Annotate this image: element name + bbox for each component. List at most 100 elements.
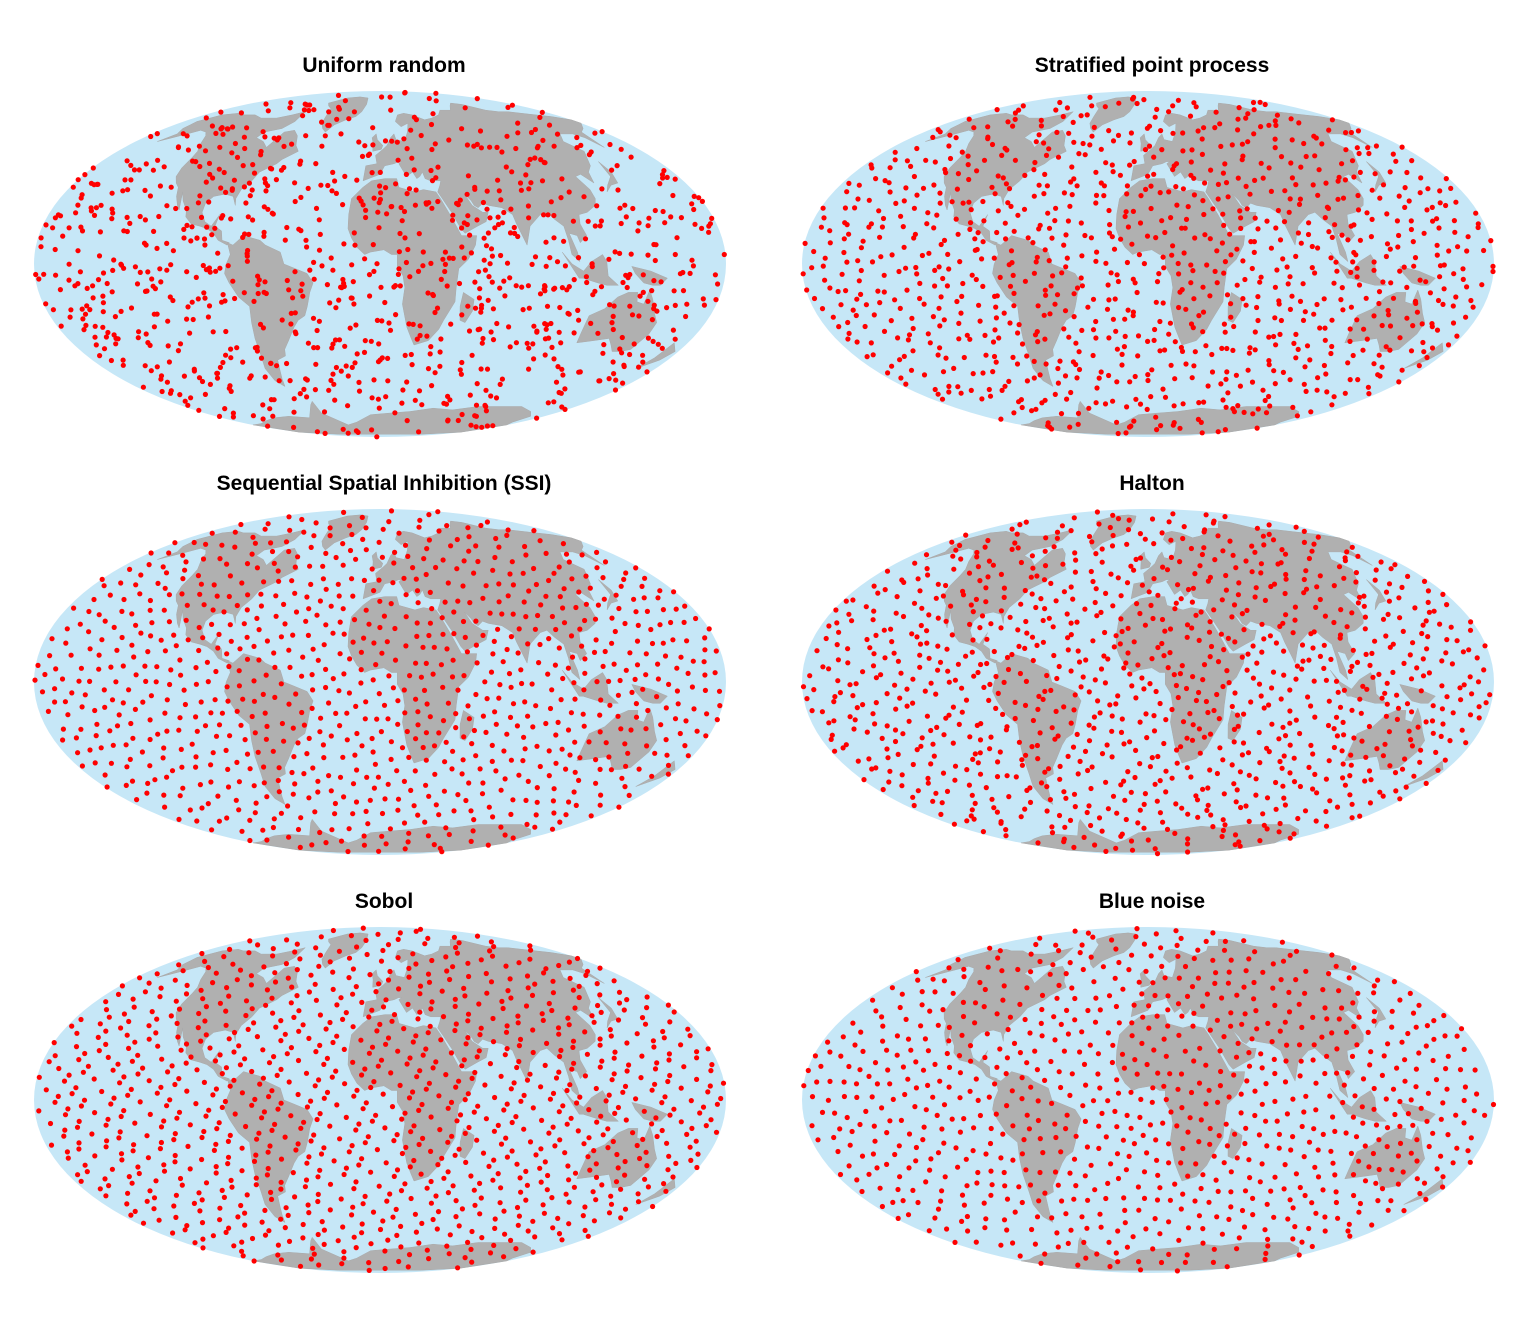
sample-point	[1174, 747, 1180, 753]
sample-point	[1251, 249, 1257, 255]
sample-point	[264, 794, 270, 800]
sample-point	[1091, 725, 1097, 731]
sample-point	[1042, 247, 1048, 253]
sample-point	[968, 602, 974, 608]
sample-point	[1361, 603, 1367, 609]
sample-point	[352, 752, 358, 758]
sample-point	[175, 1034, 181, 1040]
sample-point	[426, 537, 432, 543]
sample-point	[474, 660, 480, 666]
sample-point	[420, 644, 426, 650]
sample-point	[456, 280, 463, 287]
sample-point	[1221, 647, 1227, 653]
sample-point	[550, 1225, 556, 1231]
sample-point	[624, 1040, 630, 1046]
sample-point	[261, 764, 267, 770]
sample-point	[595, 330, 601, 336]
sample-point	[462, 634, 468, 640]
sample-point	[144, 1198, 150, 1204]
sample-point	[1223, 376, 1229, 382]
sample-point	[38, 244, 44, 250]
sample-point	[203, 1004, 209, 1010]
sample-point	[1364, 336, 1370, 342]
sample-point	[1387, 246, 1393, 252]
sample-point	[341, 631, 347, 637]
sample-point	[888, 626, 894, 632]
sample-point	[251, 170, 258, 176]
sample-point	[631, 341, 637, 347]
sample-point	[919, 735, 925, 741]
sample-point	[317, 952, 323, 958]
sample-point	[155, 157, 161, 163]
sample-point	[1297, 298, 1304, 304]
sample-point	[463, 1041, 469, 1047]
sample-point	[453, 725, 459, 731]
sample-point	[565, 727, 572, 733]
sample-point	[540, 1017, 546, 1023]
sample-point	[1372, 171, 1378, 177]
sample-point	[336, 593, 342, 599]
sample-point	[690, 263, 697, 269]
sample-point	[1308, 742, 1314, 748]
sample-point	[868, 340, 874, 346]
sample-point	[402, 235, 408, 241]
sample-point	[109, 1166, 115, 1172]
sample-point	[1169, 706, 1175, 713]
sample-point	[423, 571, 429, 578]
sample-point	[983, 352, 989, 358]
sample-point	[521, 734, 527, 740]
sample-point	[636, 313, 642, 319]
sample-point	[593, 1161, 599, 1167]
sample-point	[926, 655, 932, 661]
sample-point	[96, 253, 103, 259]
sample-point	[367, 293, 373, 299]
sample-point	[1326, 758, 1332, 764]
sample-point	[119, 608, 125, 614]
sample-point	[1326, 127, 1332, 133]
sample-point	[509, 1148, 515, 1154]
sample-point	[244, 1192, 250, 1198]
sample-point	[967, 734, 973, 740]
sample-point	[271, 816, 277, 822]
sample-point	[644, 994, 650, 1000]
map-sobol	[34, 925, 727, 1273]
sample-point	[330, 341, 336, 347]
sample-point	[1115, 693, 1121, 699]
land-north-america	[925, 529, 1075, 664]
sample-point	[933, 790, 939, 796]
sample-point	[490, 1039, 497, 1045]
sample-point	[146, 1078, 152, 1084]
sample-point	[1016, 643, 1022, 649]
sample-point	[1434, 242, 1440, 248]
sample-point	[225, 1161, 231, 1167]
sample-point	[940, 770, 947, 776]
sample-point	[358, 680, 364, 686]
sample-point	[282, 1031, 288, 1037]
sample-point	[209, 232, 215, 238]
sample-point	[1166, 519, 1172, 525]
sample-point	[1064, 105, 1070, 111]
sample-point	[523, 172, 529, 178]
sample-point	[1202, 180, 1208, 186]
sample-point	[1399, 144, 1405, 150]
sample-point	[673, 606, 679, 612]
sample-point	[1383, 344, 1389, 350]
sample-point	[338, 1196, 344, 1202]
sample-point	[1234, 787, 1240, 793]
sample-point	[1357, 169, 1363, 175]
sample-point	[1292, 604, 1298, 610]
sample-point	[1224, 292, 1231, 298]
sample-point	[1459, 727, 1465, 733]
sample-point	[1301, 576, 1307, 583]
sample-point	[921, 301, 927, 307]
sample-point	[153, 1178, 159, 1184]
sample-point	[1231, 739, 1237, 745]
sample-point	[1001, 594, 1007, 600]
sample-point	[1038, 596, 1044, 602]
sample-point	[1315, 375, 1321, 381]
land-south-america	[224, 235, 314, 388]
sample-point	[180, 785, 186, 791]
sample-point	[1322, 613, 1328, 619]
sample-point	[209, 530, 215, 536]
sample-point	[308, 1256, 314, 1262]
